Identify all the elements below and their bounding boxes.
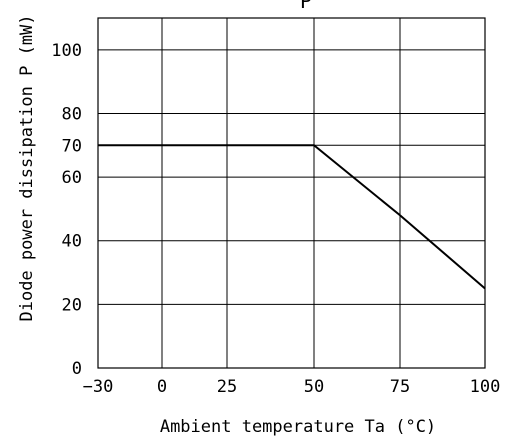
x-axis-label: Ambient temperature Ta (°C) xyxy=(160,417,436,437)
series-line xyxy=(98,144,486,290)
y-tick-label: 100 xyxy=(51,41,82,61)
y-tick-label: 70 xyxy=(62,136,82,156)
x-tick-labels: −30 0 25 50 75 100 xyxy=(83,377,501,397)
y-tick-label: 20 xyxy=(62,295,82,315)
y-tick-labels: 0 20 40 60 70 80 100 xyxy=(51,41,82,379)
chart-title-fragment: P xyxy=(300,0,312,13)
y-tick-label: 60 xyxy=(62,168,82,188)
y-tick-label: 40 xyxy=(62,232,82,252)
grid-lines xyxy=(98,18,485,368)
y-tick-label: 80 xyxy=(62,104,82,124)
x-tick-label: 100 xyxy=(470,377,501,397)
x-tick-label: 25 xyxy=(217,377,237,397)
y-axis-label: Diode power dissipation P (mW) xyxy=(17,14,37,321)
plot-area xyxy=(97,17,486,369)
x-tick-label: 0 xyxy=(157,377,167,397)
plot-frame xyxy=(97,17,486,369)
y-tick-label: 0 xyxy=(72,359,82,379)
x-tick-label: 75 xyxy=(390,377,410,397)
x-tick-label: 50 xyxy=(304,377,324,397)
x-tick-label: −30 xyxy=(83,377,114,397)
